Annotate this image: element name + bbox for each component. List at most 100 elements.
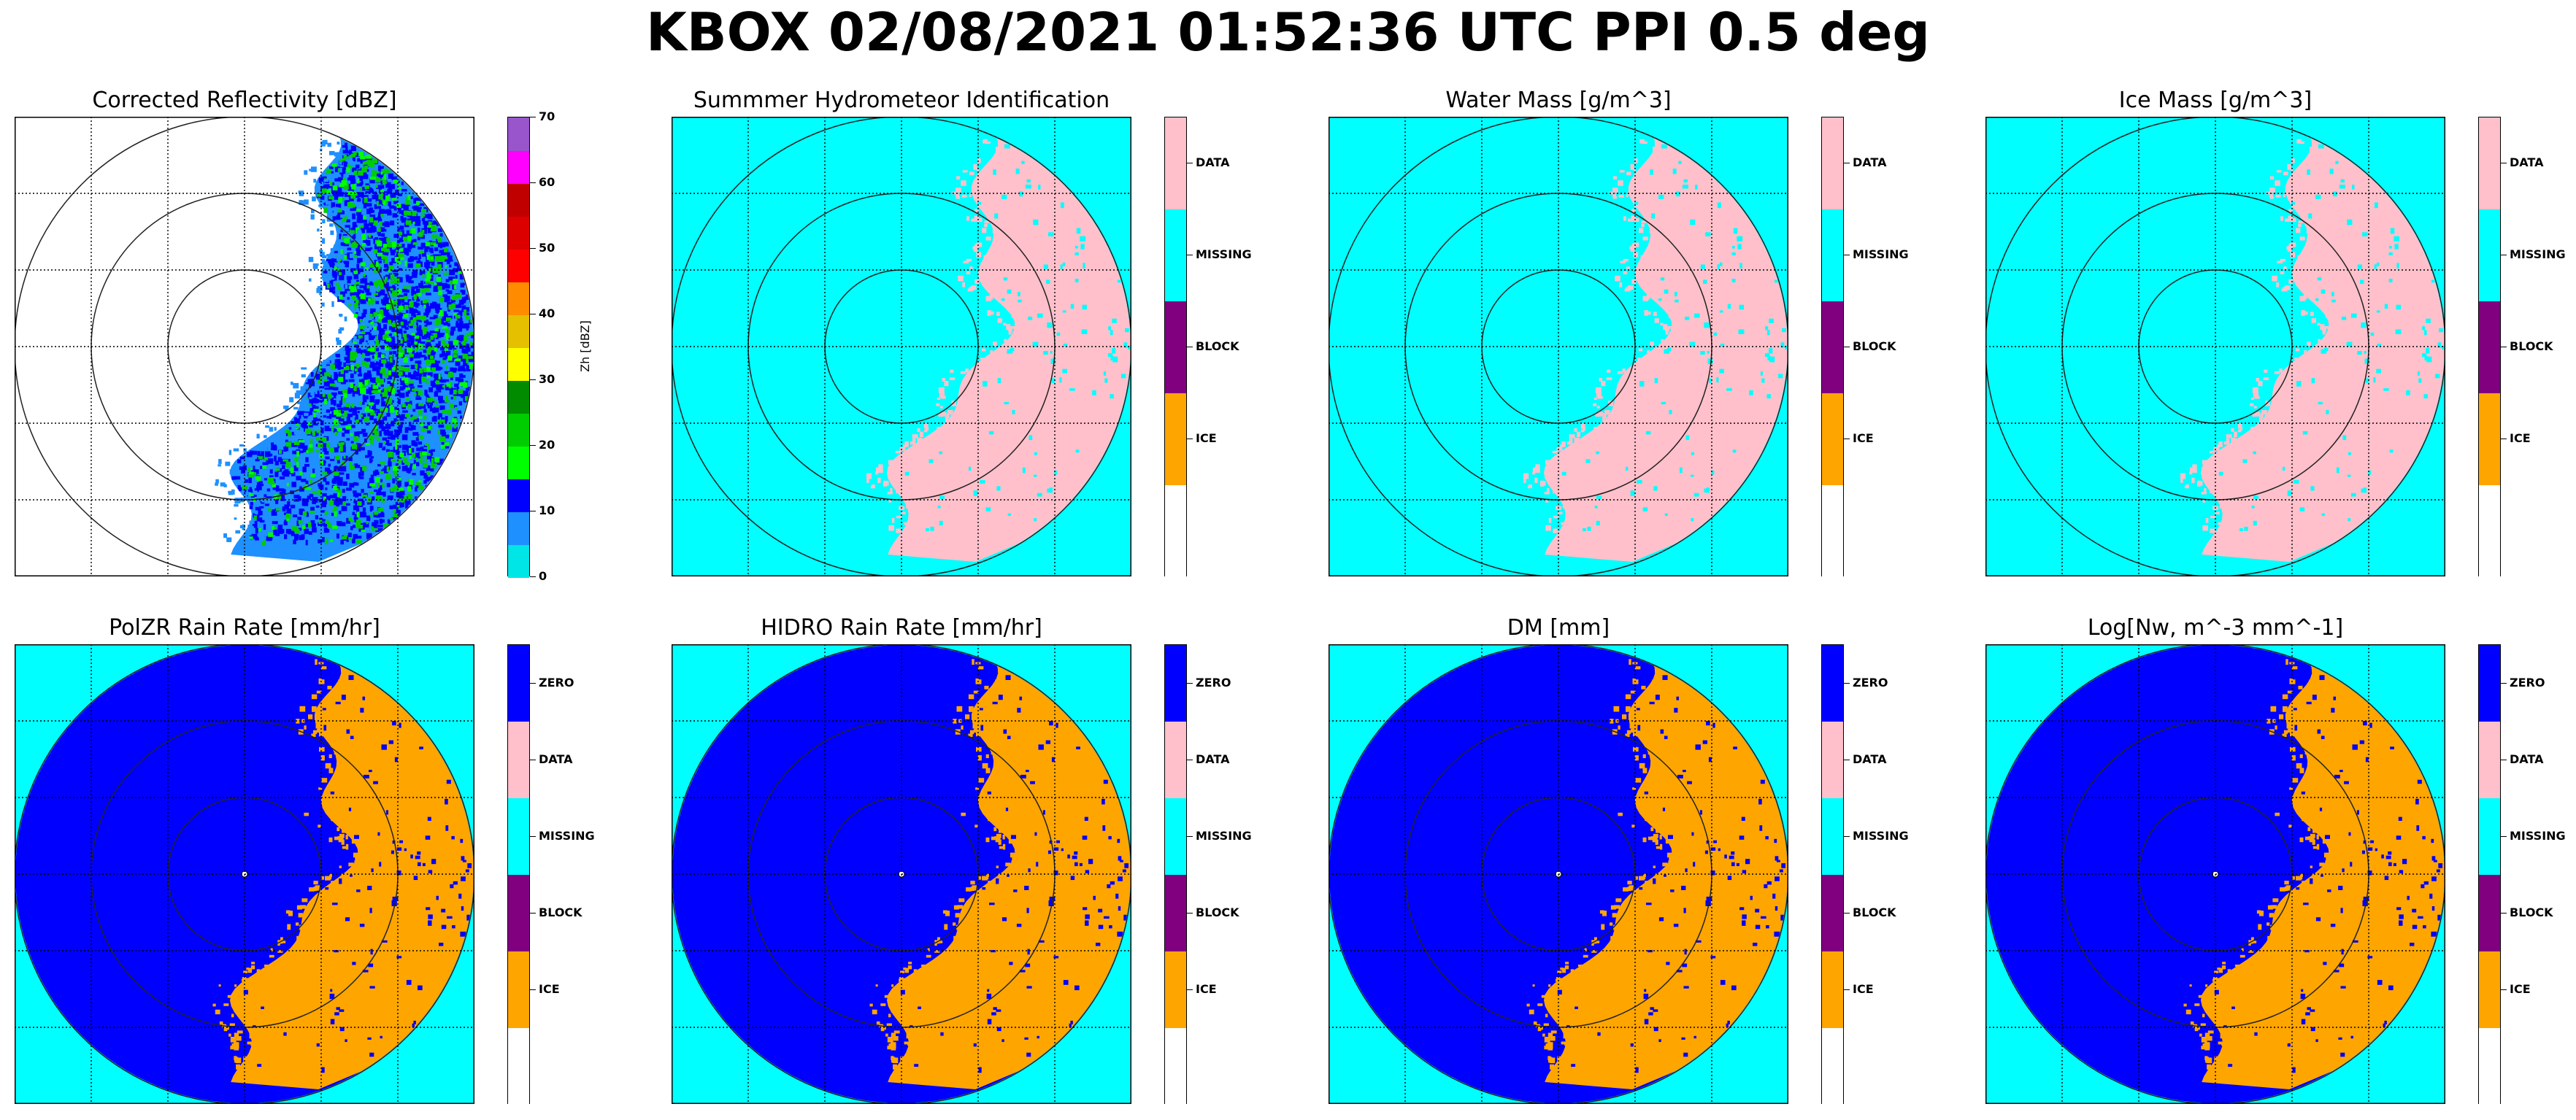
echo-speckle — [1526, 659, 1696, 1073]
colorbar-category-label: ZERO — [1196, 675, 1231, 690]
colorbar-segment — [1822, 645, 1843, 722]
colorbar-category-label: MISSING — [1196, 828, 1252, 843]
plot-frame — [15, 117, 474, 576]
radar-ppi-svg — [672, 117, 1131, 576]
colorbar-segment — [508, 183, 529, 217]
echo-speckle — [212, 659, 382, 1073]
radar-ppi-svg — [1329, 117, 1788, 576]
plot-frame — [672, 644, 1131, 1104]
plot-frame — [672, 117, 1131, 576]
panel-title: PolZR Rain Rate [mm/hr] — [109, 615, 380, 641]
colorbar — [507, 644, 530, 1105]
colorbar-segment — [1822, 209, 1843, 302]
colorbar-tick — [530, 379, 536, 380]
colorbar-segment — [2479, 951, 2500, 1029]
colorbar-category-label: MISSING — [1853, 247, 1909, 261]
plot-frame — [1329, 644, 1788, 1104]
colorbar-category-label: ZERO — [2510, 675, 2545, 690]
panel-title: Corrected Reflectivity [dBZ] — [92, 88, 397, 113]
colorbar-tick-label: 60 — [539, 175, 555, 189]
radar-ppi-plot — [1329, 117, 1788, 576]
colorbar-segment — [1165, 301, 1186, 394]
echo-region — [2201, 117, 2445, 562]
echo-region — [1544, 645, 1788, 1089]
colorbar-segment — [508, 117, 529, 151]
colorbar-tick — [530, 835, 536, 837]
colorbar-category-label: BLOCK — [2510, 339, 2553, 353]
colorbar-segment — [508, 798, 529, 876]
colorbar-tick-label: 50 — [539, 241, 555, 255]
panel-title: Log[Nw, m^-3 mm^-1] — [2087, 615, 2344, 641]
panel-title: HIDRO Rain Rate [mm/hr] — [761, 615, 1042, 641]
echo-speckle — [1523, 139, 1691, 543]
radar-ppi-plot — [15, 644, 474, 1104]
colorbar-segment — [2479, 875, 2500, 952]
colorbar-segment — [1165, 393, 1186, 486]
colorbar-category-label: BLOCK — [539, 905, 583, 919]
colorbar-segment — [508, 544, 529, 578]
echo-speckle — [869, 659, 1039, 1073]
colorbar-category-label: MISSING — [539, 828, 595, 843]
figure-title: KBOX 02/08/2021 01:52:36 UTC PPI 0.5 deg — [646, 1, 1930, 63]
colorbar-category-label: MISSING — [2510, 247, 2566, 261]
colorbar-tick — [530, 445, 536, 446]
radar-ppi-plot — [672, 117, 1131, 576]
colorbar-category-label: ICE — [1196, 431, 1217, 445]
colorbar-category-label: ICE — [1853, 431, 1874, 445]
colorbar-tick — [530, 682, 536, 684]
colorbar-tick — [1844, 989, 1850, 990]
colorbar-segment — [508, 1028, 529, 1105]
radar-ppi-svg — [15, 644, 474, 1104]
echo-speckle — [2218, 144, 2445, 532]
colorbar-segment — [1165, 645, 1186, 722]
colorbar-tick — [1187, 835, 1193, 837]
colorbar — [2478, 117, 2501, 578]
colorbar-category-label: ZERO — [1853, 675, 1888, 690]
radar-ppi-svg — [15, 117, 474, 576]
colorbar — [1821, 644, 1844, 1105]
colorbar-segment — [2479, 722, 2500, 799]
colorbar-tick — [1187, 912, 1193, 914]
colorbar-segment — [508, 150, 529, 184]
colorbar-category-label: ICE — [1853, 981, 1874, 996]
colorbar-axis-label: Zh [dBZ] — [577, 320, 592, 372]
colorbar-category-label: DATA — [1853, 155, 1887, 169]
colorbar-tick — [1187, 989, 1193, 990]
colorbar-tick — [2501, 682, 2507, 684]
colorbar-category-label: DATA — [2510, 155, 2544, 169]
echo-speckle — [243, 675, 472, 1073]
colorbar-segment — [2479, 798, 2500, 876]
colorbar-segment — [1822, 393, 1843, 486]
colorbar-segment — [1822, 485, 1843, 578]
colorbar-segment — [2479, 393, 2500, 486]
colorbar-tick — [2501, 989, 2507, 990]
colorbar-category-label: DATA — [1196, 752, 1230, 766]
radar-ppi-plot — [1329, 644, 1788, 1104]
colorbar-segment — [2479, 645, 2500, 722]
colorbar-category-label: MISSING — [1853, 828, 1909, 843]
colorbar — [1164, 644, 1187, 1105]
colorbar-category-label: DATA — [2510, 752, 2544, 766]
colorbar-segment — [1822, 875, 1843, 952]
colorbar-segment — [1165, 951, 1186, 1029]
colorbar-segment — [508, 511, 529, 545]
colorbar-segment — [508, 479, 529, 512]
panel-title: Summmer Hydrometeor Identification — [693, 88, 1110, 113]
colorbar-segment — [1822, 301, 1843, 394]
colorbar-tick — [1844, 912, 1850, 914]
colorbar-segment — [508, 282, 529, 315]
plot-frame — [1329, 117, 1788, 576]
colorbar-segment — [1822, 798, 1843, 876]
colorbar-category-label: ICE — [1196, 981, 1217, 996]
colorbar-segment — [1165, 117, 1186, 210]
colorbar — [2478, 644, 2501, 1105]
colorbar-category-label: MISSING — [2510, 828, 2566, 843]
colorbar-segment — [1165, 722, 1186, 799]
echo-region — [230, 645, 474, 1089]
plot-frame — [1985, 644, 2445, 1104]
colorbar-segment — [1165, 875, 1186, 952]
colorbar-segment — [2479, 485, 2500, 578]
colorbar-tick — [530, 576, 536, 577]
colorbar-tick — [530, 182, 536, 183]
echo-region — [887, 117, 1131, 562]
